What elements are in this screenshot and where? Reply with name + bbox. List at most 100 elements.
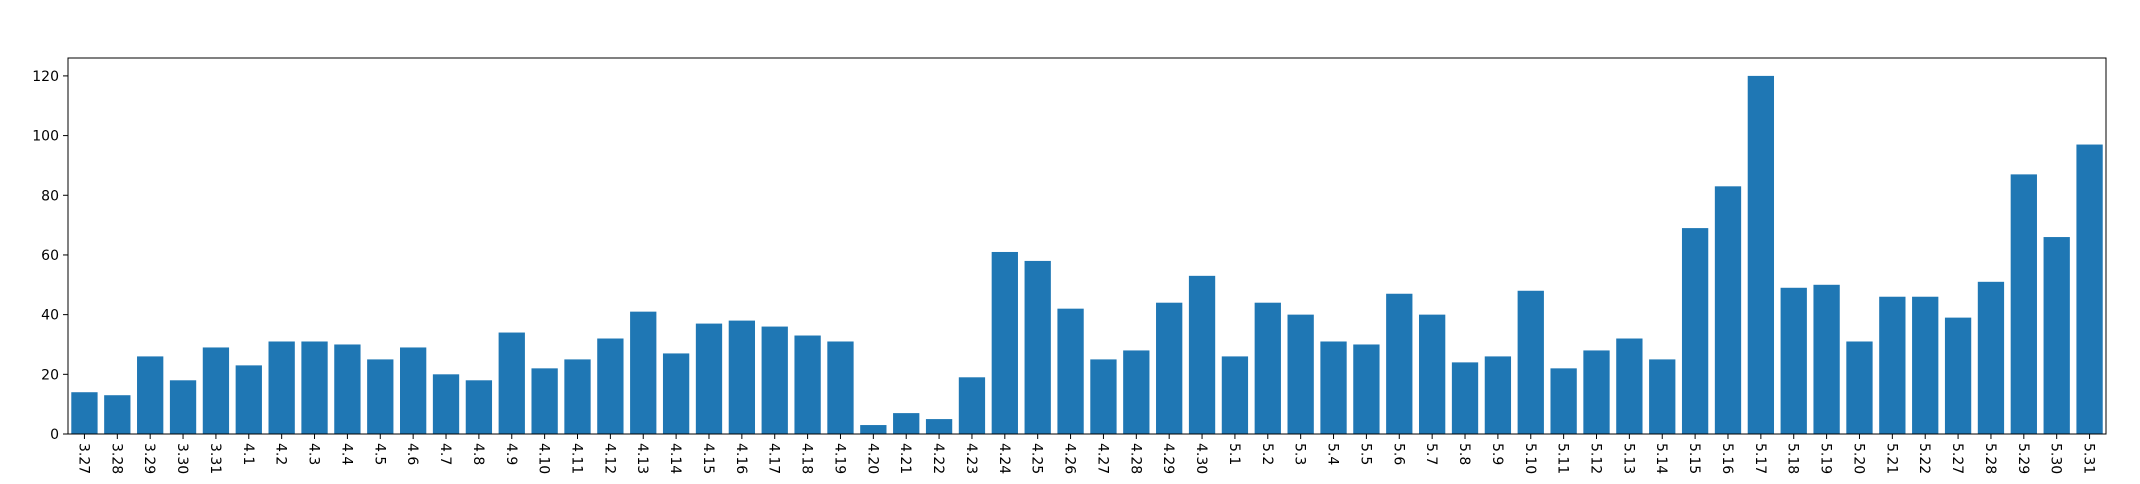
- bar-4.1: [235, 365, 262, 434]
- bar-4.4: [334, 344, 361, 434]
- x-tick-label: 5.1: [1226, 443, 1242, 465]
- x-tick-label: 4.1: [240, 443, 256, 465]
- x-tick-label: 4.25: [1029, 443, 1045, 474]
- x-tick-label: 4.22: [930, 443, 946, 474]
- x-tick-label: 4.2: [273, 443, 289, 465]
- x-tick-label: 5.7: [1423, 443, 1439, 465]
- x-tick-label: 3.29: [141, 443, 157, 474]
- bar-4.19: [827, 341, 854, 434]
- bar-5.29: [2010, 174, 2037, 434]
- x-tick-label: 5.5: [1357, 443, 1373, 465]
- x-tick-label: 4.17: [766, 443, 782, 474]
- x-tick-label: 4.6: [404, 443, 420, 465]
- bar-5.8: [1451, 362, 1479, 434]
- bar-5.31: [2076, 144, 2103, 435]
- bar-4.20: [860, 425, 887, 434]
- x-tick-label: 5.18: [1785, 443, 1801, 474]
- y-tick-label: 80: [41, 188, 59, 204]
- x-tick-label: 5.16: [1719, 443, 1735, 474]
- x-tick-label: 4.10: [536, 443, 552, 474]
- bar-4.11: [564, 359, 591, 434]
- y-axis: 0 20 40 60 80 100 120: [32, 69, 68, 443]
- bar-5.13: [1616, 338, 1643, 434]
- x-tick-label: 5.12: [1588, 443, 1604, 474]
- x-tick-label: 4.9: [503, 443, 519, 465]
- x-tick-label: 4.27: [1094, 443, 1110, 474]
- bar-5.21: [1879, 296, 1906, 434]
- bar-4.16: [728, 320, 756, 434]
- bar-5.17: [1747, 75, 1775, 435]
- bar-5.18: [1780, 287, 1807, 434]
- bar-4.14: [662, 353, 690, 434]
- x-tick-label: 5.8: [1456, 443, 1472, 465]
- x-tick-label: 4.23: [963, 443, 979, 474]
- y-tick-label: 40: [41, 308, 59, 324]
- bar-5.30: [2043, 237, 2070, 434]
- x-tick-label: 5.15: [1686, 443, 1702, 474]
- bar-4.8: [465, 380, 493, 434]
- bar-3.28: [104, 395, 131, 434]
- bar-3.27: [71, 392, 98, 434]
- bar-5.6: [1386, 293, 1413, 434]
- bars-layer: [71, 75, 2103, 435]
- bar-5.10: [1517, 290, 1544, 434]
- bar-3.31: [202, 347, 230, 434]
- x-tick-label: 4.8: [470, 443, 486, 465]
- x-tick-label: 4.13: [634, 443, 650, 474]
- bar-4.3: [301, 341, 328, 434]
- bar-4.9: [498, 332, 525, 434]
- x-tick-label: 4.21: [897, 443, 913, 474]
- bar-4.13: [630, 311, 657, 434]
- x-tick-label: 5.21: [1883, 443, 1899, 474]
- x-tick-label: 4.26: [1062, 443, 1078, 474]
- y-tick-label: 20: [41, 367, 59, 383]
- bar-3.30: [169, 380, 197, 434]
- bar-3.29: [137, 356, 164, 434]
- bar-5.5: [1353, 344, 1380, 434]
- x-tick-label: 5.13: [1620, 443, 1636, 474]
- bar-5.27: [1944, 317, 1972, 434]
- x-tick-label: 5.28: [1982, 443, 1998, 474]
- bar-4.18: [794, 335, 821, 434]
- x-tick-label: 4.15: [700, 443, 716, 474]
- x-tick-label: 4.24: [996, 443, 1012, 474]
- bar-4.25: [1024, 260, 1051, 434]
- x-tick-label: 4.29: [1160, 443, 1176, 474]
- x-tick-label: 4.5: [371, 443, 387, 465]
- bar-4.12: [597, 338, 624, 434]
- x-tick-label: 5.14: [1653, 443, 1669, 474]
- x-tick-label: 3.31: [207, 443, 223, 474]
- bar-4.29: [1156, 302, 1183, 434]
- x-tick-label: 5.11: [1555, 443, 1571, 474]
- x-tick-label: 4.4: [338, 443, 354, 465]
- x-tick-label: 5.10: [1522, 443, 1538, 474]
- bar-4.5: [367, 359, 394, 434]
- bar-4.10: [531, 368, 558, 434]
- x-tick-label: 3.27: [75, 443, 91, 474]
- x-tick-label: 5.3: [1292, 443, 1308, 465]
- x-tick-label: 4.19: [831, 443, 847, 474]
- bar-5.1: [1221, 356, 1249, 434]
- bar-4.22: [925, 419, 953, 434]
- bar-5.28: [1977, 281, 2005, 434]
- bar-5.12: [1583, 350, 1610, 434]
- bar-4.30: [1188, 275, 1216, 434]
- bar-4.7: [432, 374, 460, 434]
- bar-5.22: [1912, 296, 1939, 434]
- bar-5.3: [1287, 314, 1314, 434]
- bar-4.23: [958, 377, 986, 434]
- x-tick-label: 5.19: [1818, 443, 1834, 474]
- x-tick-label: 4.28: [1127, 443, 1143, 474]
- x-tick-label: 3.28: [108, 443, 124, 474]
- x-tick-label: 5.6: [1390, 443, 1406, 465]
- bar-5.15: [1681, 228, 1709, 434]
- x-tick-label: 5.2: [1259, 443, 1275, 465]
- bar-5.19: [1813, 284, 1840, 434]
- x-tick-label: 4.20: [864, 443, 880, 474]
- bar-5.7: [1419, 314, 1446, 434]
- bar-5.9: [1484, 356, 1512, 434]
- bar-4.24: [991, 251, 1018, 434]
- bar-4.28: [1123, 350, 1150, 434]
